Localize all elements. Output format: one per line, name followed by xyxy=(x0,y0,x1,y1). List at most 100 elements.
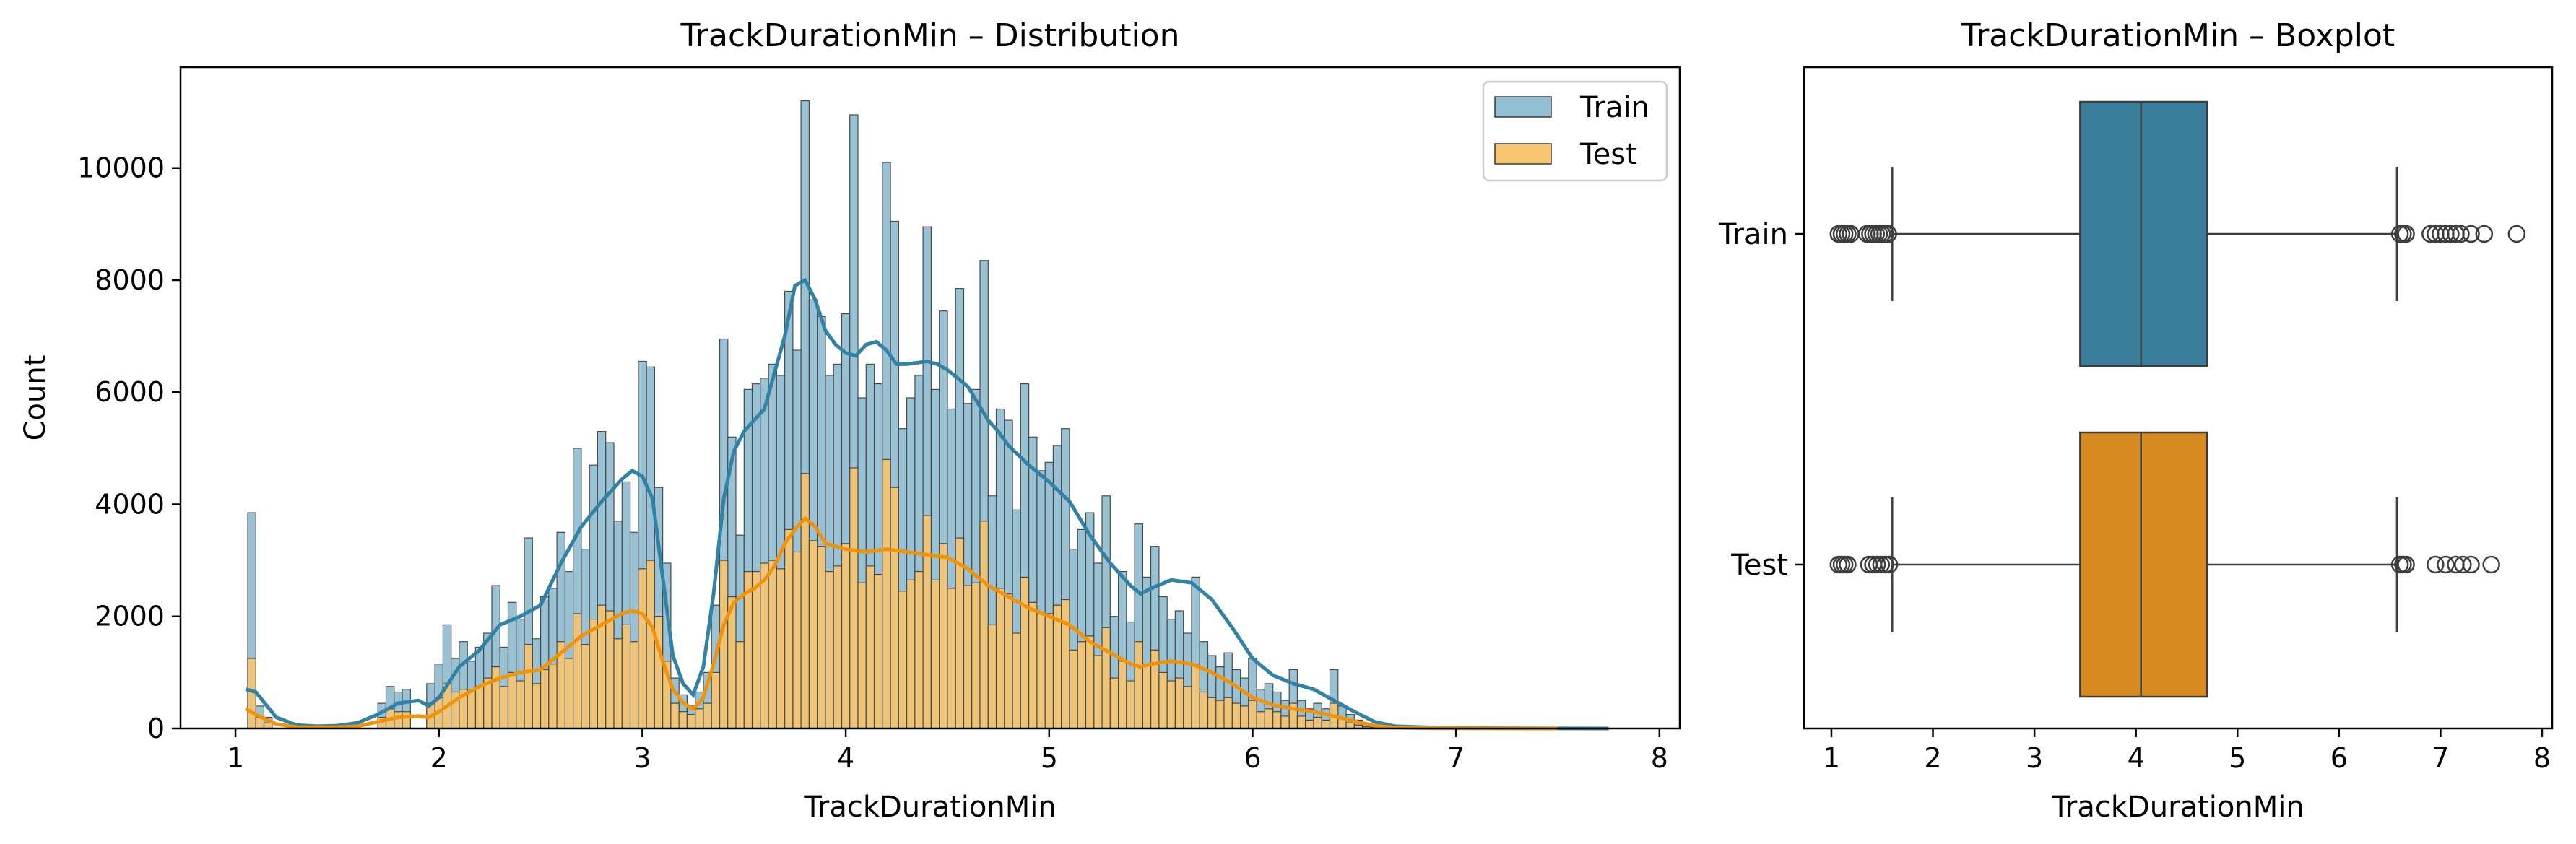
test-outlier-point xyxy=(1876,555,1894,574)
histogram-y-ticks: 0 2000 4000 6000 8000 10000 xyxy=(77,152,181,744)
boxplot-category-ticks: Train Test xyxy=(1718,218,1804,582)
test-outlier-point xyxy=(2397,555,2415,574)
test-bar xyxy=(678,711,688,729)
test-outlier-point xyxy=(1880,555,1899,574)
test-outlier-point xyxy=(2437,555,2455,574)
train-outlier-point xyxy=(2442,225,2460,243)
test-bar xyxy=(638,568,647,729)
test-bar xyxy=(589,618,599,729)
test-bar xyxy=(922,515,932,729)
test-bar xyxy=(1020,576,1030,729)
train-outlier-point xyxy=(2452,225,2470,243)
x-tick-label: 3 xyxy=(2026,742,2043,774)
test-bar xyxy=(524,643,533,729)
test-bar xyxy=(1142,664,1152,729)
test-outlier-point xyxy=(1872,555,1891,574)
train-kde-line xyxy=(245,277,1609,731)
test-bar xyxy=(971,582,981,729)
test-bar xyxy=(1004,593,1013,729)
test-bar xyxy=(719,560,729,729)
test-bar xyxy=(1207,697,1217,729)
test-bar xyxy=(581,643,590,729)
test-bar xyxy=(703,702,712,729)
test-bar xyxy=(792,551,802,729)
test-bar xyxy=(817,546,826,729)
test-bar xyxy=(873,573,883,729)
test-outlier-point xyxy=(2482,555,2500,574)
histogram-title: TrackDurationMin – Distribution xyxy=(680,17,1180,54)
test-bar xyxy=(833,565,843,729)
test-bar xyxy=(1223,697,1233,729)
test-bar xyxy=(768,560,777,729)
histogram-x-ticks: 1 2 3 4 5 6 7 8 xyxy=(227,728,1668,774)
test-bar xyxy=(1191,664,1200,729)
test-bar xyxy=(1117,661,1127,729)
legend-label-test: Test xyxy=(1579,138,1637,171)
y-tick-label: 10000 xyxy=(77,152,165,184)
y-tick-label: 2000 xyxy=(95,601,165,632)
test-bar xyxy=(621,624,631,729)
test-bar xyxy=(784,528,794,729)
x-tick-label: 2 xyxy=(430,742,448,774)
test-bar xyxy=(1126,680,1135,729)
test-bar xyxy=(467,689,477,729)
x-tick-label: 5 xyxy=(2229,742,2246,774)
histogram-panel: TrackDurationMin – Distribution 1 2 3 4 5 6 7 8… xyxy=(19,17,1681,824)
test-bar xyxy=(1028,601,1038,729)
x-tick-label: 1 xyxy=(1823,742,1840,774)
histogram-y-axis-label: Count xyxy=(19,355,52,441)
test-bar xyxy=(1248,700,1257,729)
x-tick-label: 2 xyxy=(1924,742,1941,774)
test-bar xyxy=(865,565,875,729)
train-outlier-point xyxy=(2475,225,2494,243)
test-bar xyxy=(1321,719,1331,729)
test-bar xyxy=(800,473,810,729)
test-outlier-point xyxy=(2454,555,2472,574)
test-bar xyxy=(695,708,704,729)
test-bar xyxy=(963,585,973,729)
test-bar xyxy=(1036,613,1046,729)
test-bar xyxy=(1256,711,1265,729)
x-tick-label: 4 xyxy=(837,742,854,774)
y-tick-label: 0 xyxy=(147,713,165,744)
test-bar xyxy=(474,686,485,729)
test-kde-line xyxy=(244,515,1558,731)
test-bar xyxy=(1044,613,1054,729)
test-bar xyxy=(808,540,818,729)
test-bar xyxy=(1069,649,1078,729)
legend-swatch-test xyxy=(1494,143,1552,165)
test-bar xyxy=(776,568,786,729)
test-box xyxy=(2079,431,2208,698)
test-bar xyxy=(898,591,908,729)
test-bar xyxy=(532,683,542,729)
test-bar xyxy=(564,658,574,729)
train-outlier-point xyxy=(2397,225,2415,243)
boxplot-marks xyxy=(1829,100,2526,698)
test-outlier-point xyxy=(2427,555,2445,574)
test-bar xyxy=(882,458,891,729)
test-bar xyxy=(572,613,582,729)
test-bar xyxy=(1109,677,1119,729)
test-bar xyxy=(841,543,851,729)
test-outlier-point xyxy=(2462,555,2480,574)
y-tick-label: 4000 xyxy=(95,488,165,520)
test-bar xyxy=(1158,671,1168,729)
test-bar xyxy=(979,521,989,729)
test-bar xyxy=(539,669,550,729)
test-bar xyxy=(1012,632,1021,729)
test-bar xyxy=(760,562,769,729)
y-tick-label: 8000 xyxy=(95,264,165,296)
test-bar xyxy=(394,711,403,729)
test-bar xyxy=(1166,680,1176,729)
test-bar xyxy=(1134,641,1143,729)
legend-swatch-train xyxy=(1494,96,1552,118)
test-bar xyxy=(1199,691,1209,729)
test-bar xyxy=(516,680,525,729)
x-tick-label: 7 xyxy=(1447,742,1465,774)
boxplot-panel: TrackDurationMin – Boxplot 1 2 3 4 5 6 7 8 Trai… xyxy=(1718,17,2554,824)
test-bar xyxy=(1215,700,1225,729)
test-bar xyxy=(1264,708,1274,729)
y-tick-label: 6000 xyxy=(95,376,165,408)
test-bar xyxy=(947,588,956,729)
